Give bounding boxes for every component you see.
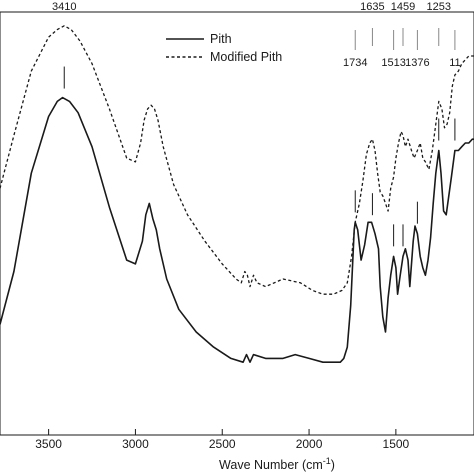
legend-label-pith: Pith	[210, 32, 232, 46]
x-tick-label: 3500	[35, 437, 62, 451]
x-tick-label: 2500	[209, 437, 236, 451]
legend-label-modified-pith: Modified Pith	[210, 50, 282, 64]
peak-label-top: 1635	[360, 1, 384, 13]
x-axis-title-sup: -1	[323, 456, 331, 466]
series-layer	[0, 25, 474, 364]
x-tick-label: 3000	[122, 437, 149, 451]
series-line-pith	[0, 96, 474, 364]
peak-label-top: 1253	[427, 1, 451, 13]
x-axis-ticks: 3500 3000 2500 2000 1500	[35, 429, 410, 451]
peak-labels: 3410 1635 1459 1253 1734 1513 1376 11	[52, 1, 461, 69]
peak-label-lower: 11	[449, 57, 460, 69]
x-tick-label: 1500	[383, 437, 410, 451]
x-axis-title-text: Wave Number (cm	[219, 458, 323, 472]
peak-label-top: 1459	[391, 1, 415, 13]
peak-markers	[63, 66, 456, 247]
plot-frame	[0, 11, 474, 436]
x-axis-title: Wave Number (cm-1)	[219, 456, 335, 472]
legend: Pith Modified Pith	[166, 32, 282, 64]
peak-label-top: 3410	[52, 1, 76, 13]
x-axis-title-close: )	[331, 458, 335, 472]
peak-label-lower: 1513	[381, 57, 405, 69]
x-tick-label: 2000	[296, 437, 323, 451]
peak-label-lower: 1376	[405, 57, 429, 69]
peak-label-lower: 1734	[343, 57, 367, 69]
